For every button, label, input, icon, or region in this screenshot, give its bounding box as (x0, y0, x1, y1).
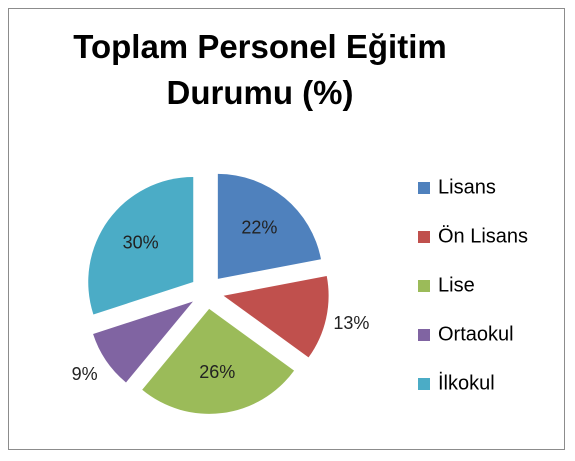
legend-label: Lise (438, 274, 475, 296)
legend-swatch (418, 280, 430, 292)
legend-label: Ön Lisans (438, 225, 528, 247)
legend-swatch (418, 182, 430, 194)
legend-label: İlkokul (438, 371, 495, 394)
data-label: 22% (241, 217, 277, 237)
data-label: 26% (199, 362, 235, 382)
data-label: 9% (72, 364, 98, 384)
legend-swatch (418, 329, 430, 341)
pie-slice (88, 177, 194, 315)
data-label: 30% (123, 232, 159, 252)
pie-slice (142, 308, 295, 414)
pie-slice (217, 173, 321, 279)
pie-slice (93, 301, 193, 383)
legend-swatch (418, 378, 430, 390)
chart-frame (8, 8, 565, 450)
legend-label: Ortaokul (438, 323, 514, 345)
legend-swatch (418, 231, 430, 243)
data-label: 13% (333, 313, 369, 333)
legend-label: Lisans (438, 176, 496, 198)
chart-title: Toplam Personel Eğitim Durumu (%) (73, 28, 447, 111)
pie-slice (223, 276, 329, 358)
